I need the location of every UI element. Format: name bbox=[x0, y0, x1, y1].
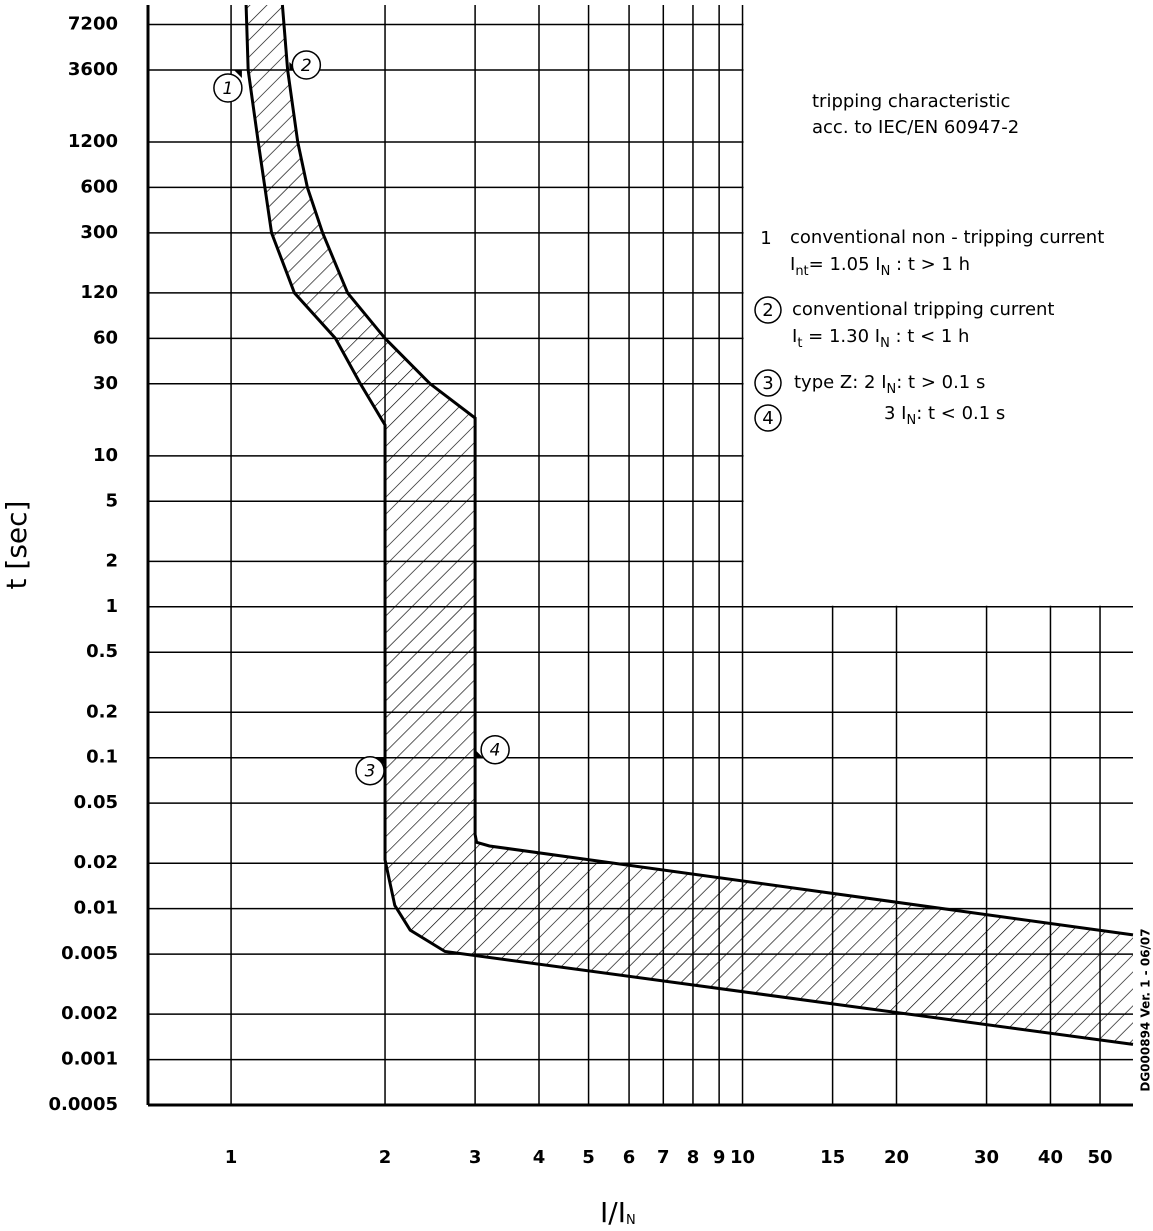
band-fill bbox=[246, 5, 1133, 1045]
y-tick-label: 0.02 bbox=[74, 852, 118, 873]
grid bbox=[146, 0, 1153, 1107]
number-circle bbox=[754, 404, 782, 432]
marker-point bbox=[475, 749, 484, 758]
x-tick-label: 10 bbox=[730, 1147, 755, 1168]
subscript: nt bbox=[795, 264, 808, 279]
y-tick-label: 0.001 bbox=[61, 1049, 118, 1070]
text-part: = 1.05 I bbox=[809, 254, 881, 275]
y-tick-label: 0.05 bbox=[74, 792, 118, 813]
subscript: N bbox=[880, 336, 890, 351]
marker-label: 1 bbox=[222, 79, 233, 99]
x-tick-label: 9 bbox=[713, 1147, 726, 1168]
notes-title: acc. to IEC/EN 60947-2 bbox=[812, 117, 1019, 138]
x-tick-label: 3 bbox=[469, 1147, 482, 1168]
number-circle bbox=[754, 369, 782, 397]
y-tick-label: 0.1 bbox=[86, 747, 118, 768]
y-tick-label: 0.002 bbox=[61, 1003, 118, 1024]
y-tick-label: 120 bbox=[80, 282, 118, 303]
marker-circle bbox=[355, 755, 385, 786]
notes-title: tripping characteristic bbox=[812, 91, 1010, 112]
y-tick-label: 30 bbox=[93, 373, 118, 394]
text-part: type Z: 2 I bbox=[794, 372, 887, 393]
note-line: conventional tripping current bbox=[792, 299, 1055, 320]
notes-box bbox=[743, 0, 1153, 606]
text-part: : t > 1 h bbox=[890, 254, 970, 275]
y-tick-label: 5 bbox=[105, 490, 118, 511]
subscript: N bbox=[906, 413, 916, 428]
x-tick-label: 50 bbox=[1088, 1147, 1113, 1168]
note-line: conventional non - tripping current bbox=[790, 227, 1104, 248]
x-tick-label: 2 bbox=[379, 1147, 392, 1168]
y-tick-label: 0.5 bbox=[86, 641, 118, 662]
y-axis-title: t [sec] bbox=[0, 501, 33, 590]
x-tick-label: 5 bbox=[582, 1147, 595, 1168]
marker-circle bbox=[480, 734, 510, 765]
x-tick-label: 1 bbox=[225, 1147, 238, 1168]
x-tick-label: 30 bbox=[974, 1147, 999, 1168]
y-tick-label: 1200 bbox=[68, 131, 118, 152]
note-line: Int= 1.05 IN : t > 1 h bbox=[790, 254, 970, 279]
boundary-line bbox=[280, 4, 1134, 937]
y-tick-label: 60 bbox=[93, 327, 118, 348]
note-number: 1 bbox=[760, 228, 771, 249]
x-tick-label: 6 bbox=[623, 1147, 636, 1168]
subscript: N bbox=[626, 1213, 636, 1228]
plot: 1 2 3 4 bbox=[213, 4, 1134, 1046]
number-circle bbox=[754, 296, 782, 324]
x-tick-label: 8 bbox=[687, 1147, 700, 1168]
y-tick-label: 300 bbox=[80, 222, 118, 243]
subscript: N bbox=[887, 382, 897, 397]
y-tick-label: 0.2 bbox=[86, 701, 118, 722]
y-tick-label: 7200 bbox=[68, 14, 118, 35]
text-part: I bbox=[792, 326, 797, 347]
text-part: 3 I bbox=[884, 403, 906, 424]
subscript: t bbox=[797, 336, 802, 351]
note-line: It = 1.30 IN : t < 1 h bbox=[792, 326, 969, 351]
text-part: : t < 0.1 s bbox=[916, 403, 1005, 424]
text-part: conventional non - tripping current bbox=[790, 227, 1104, 248]
x-tick-label: 20 bbox=[884, 1147, 909, 1168]
y-tick-label: 10 bbox=[93, 445, 118, 466]
x-tick-label: 4 bbox=[533, 1147, 546, 1168]
marker-label: 3 bbox=[365, 762, 376, 782]
y-tick-label: 0.01 bbox=[74, 898, 118, 919]
marker-circle bbox=[213, 73, 243, 103]
x-tick-label: 15 bbox=[820, 1147, 845, 1168]
marker-circle bbox=[291, 50, 322, 80]
credit: DG000894 Ver. 1 - 06/07 bbox=[1139, 928, 1153, 1091]
text-part: : t < 1 h bbox=[890, 326, 970, 347]
y-tick-label: 0.005 bbox=[61, 943, 118, 964]
y-tick-label: 1 bbox=[105, 596, 118, 617]
x-tick-label: 7 bbox=[657, 1147, 670, 1168]
x-axis-title: I/IN bbox=[600, 1196, 636, 1229]
note-number: 2 bbox=[762, 300, 773, 321]
text-part: I bbox=[790, 254, 795, 275]
text-part: = 1.30 I bbox=[802, 326, 880, 347]
y-tick-label: 0.0005 bbox=[49, 1094, 118, 1115]
text-part: I/I bbox=[600, 1196, 626, 1229]
y-tick-label: 600 bbox=[80, 176, 118, 197]
note-number: 4 bbox=[762, 408, 773, 429]
marker-point bbox=[233, 69, 242, 78]
marker-label: 2 bbox=[301, 56, 312, 76]
note-line: 3 IN: t < 0.1 s bbox=[884, 403, 1005, 428]
y-tick-label: 3600 bbox=[68, 59, 118, 80]
note-line: type Z: 2 IN: t > 0.1 s bbox=[794, 372, 985, 397]
marker-label: 4 bbox=[490, 741, 501, 761]
text-part: : t > 0.1 s bbox=[896, 372, 985, 393]
text-part: conventional tripping current bbox=[792, 299, 1055, 320]
y-tick-label: 2 bbox=[105, 550, 118, 571]
note-number: 3 bbox=[762, 373, 773, 394]
x-tick-label: 40 bbox=[1038, 1147, 1063, 1168]
boundary-line bbox=[244, 4, 1134, 1046]
subscript: N bbox=[881, 264, 891, 279]
